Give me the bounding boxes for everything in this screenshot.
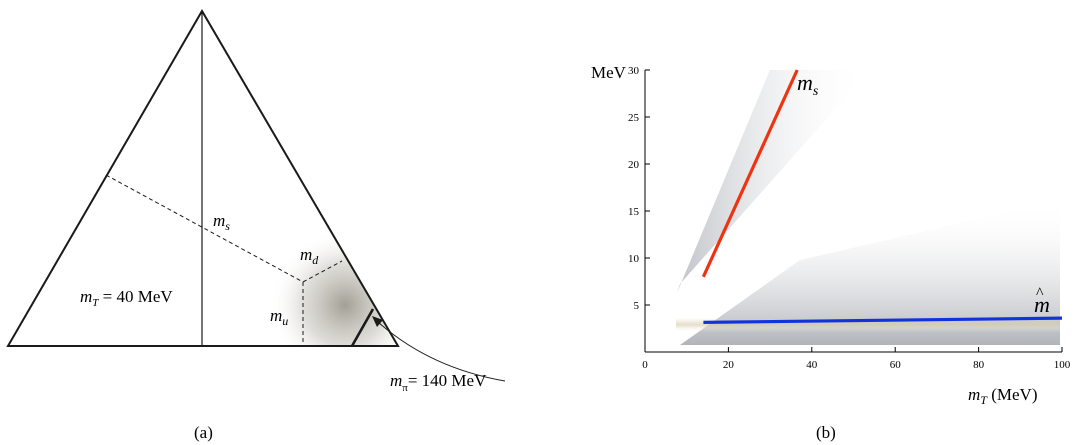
- y-tick-label: 25: [628, 112, 640, 124]
- arrowhead: [372, 316, 383, 327]
- y-tick-label: 10: [628, 253, 640, 265]
- x-tick-label: 100: [1054, 359, 1071, 371]
- dashed-line-ms: [105, 174, 304, 283]
- x-tick-label: 40: [806, 359, 818, 371]
- triangle-outline: [6, 9, 400, 347]
- dashed-line-md: [302, 260, 343, 283]
- ms-shaded-wedge: [677, 70, 870, 293]
- y-tick-label: 30: [628, 65, 640, 77]
- y-unit-label: MeV: [591, 63, 627, 82]
- panel-a-triangle-diagram: ms md mu mT = 40 MeV mπ= 140 MeV (a): [6, 9, 506, 442]
- caption-a: (a): [194, 423, 213, 442]
- shaded-corner-region: [250, 230, 398, 346]
- panel-b-chart: 0 20 40 60 80 100 5 10 15 20 25 30 MeV ms m ^ mT (M…: [591, 63, 1071, 442]
- y-tick-label: 5: [634, 300, 640, 312]
- label-ms: ms: [213, 211, 230, 233]
- x-axis-label: mT (MeV): [968, 385, 1037, 407]
- x-tick-label: 0: [642, 359, 648, 371]
- label-md: md: [300, 245, 319, 267]
- x-tick-label: 60: [890, 359, 902, 371]
- x-tick-label: 20: [723, 359, 735, 371]
- pion-mass-boundary: [350, 308, 375, 347]
- data-series: [701, 69, 1063, 324]
- x-tick-label: 80: [973, 359, 985, 371]
- label-mpi: mπ= 140 MeV: [390, 371, 487, 394]
- y-tick-label: 20: [628, 159, 640, 171]
- series-label-mhat: m: [1034, 292, 1050, 317]
- caption-b: (b): [816, 423, 836, 442]
- series-line-ms: [701, 69, 799, 278]
- axis-ticks: 0 20 40 60 80 100 5 10 15 20 25 30: [628, 65, 1071, 371]
- mhat-shaded-wedge: [680, 200, 1060, 345]
- y-tick-label: 15: [628, 206, 640, 218]
- series-line-mhat: [703, 316, 1063, 324]
- pion-pointer-arrow: [377, 321, 506, 382]
- series-label-ms: ms: [797, 70, 819, 99]
- series-label-mhat-hat: ^: [1036, 285, 1044, 302]
- label-mT: mT = 40 MeV: [80, 287, 173, 309]
- label-mu: mu: [270, 306, 288, 328]
